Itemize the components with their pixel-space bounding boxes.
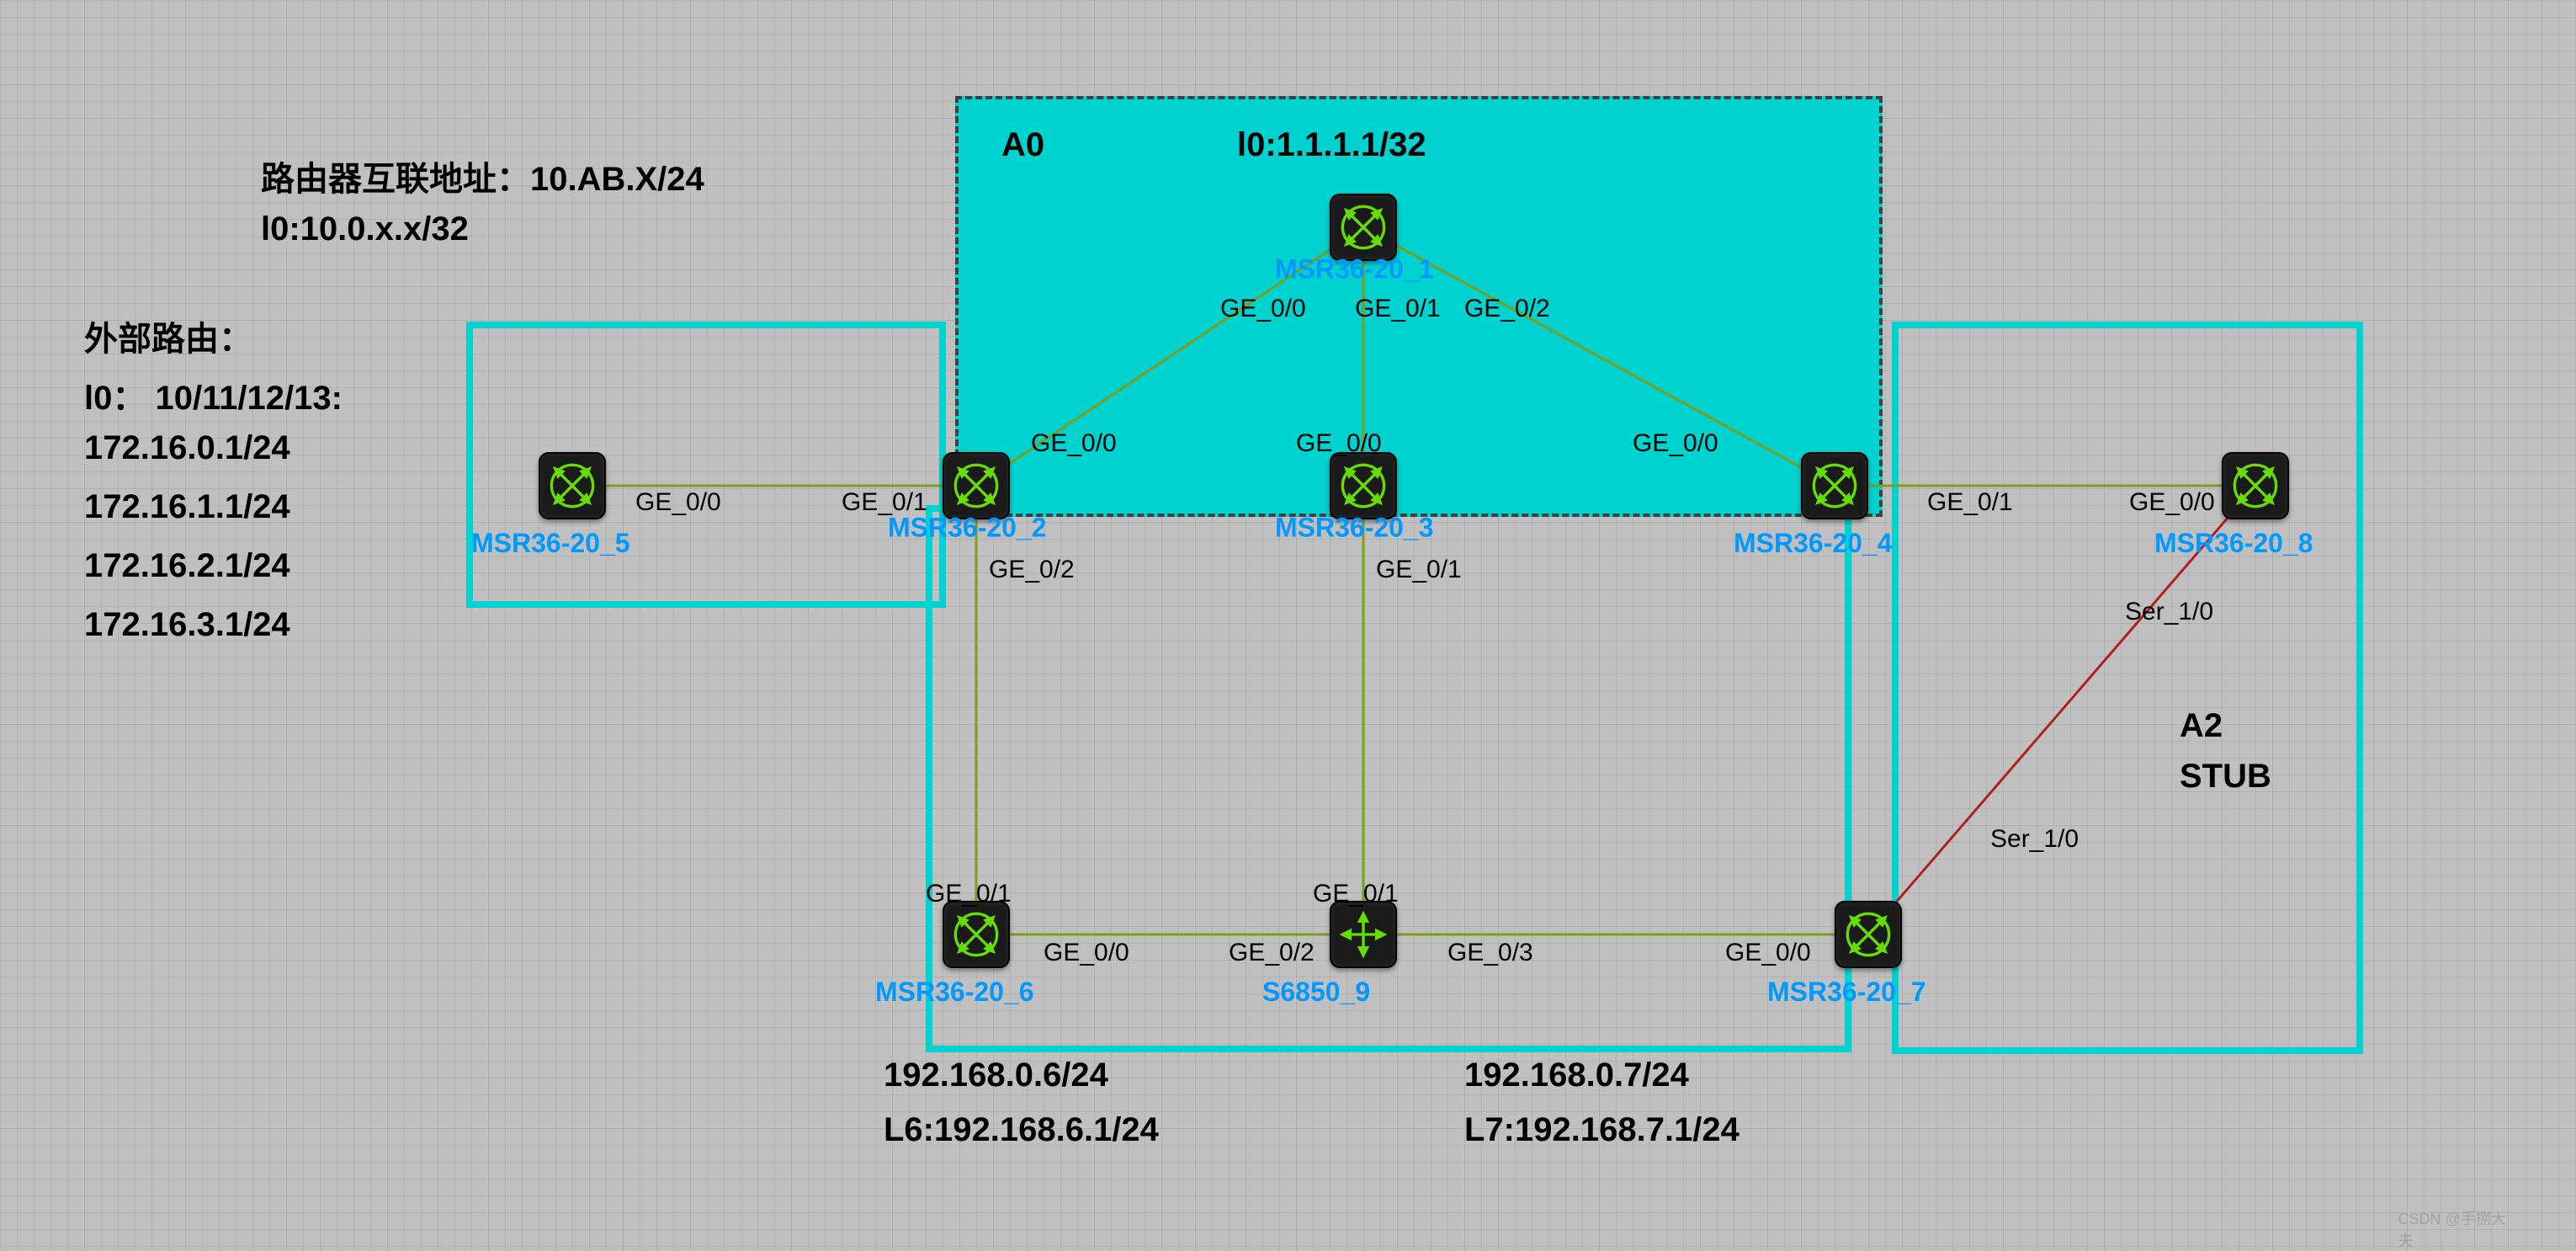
interface-label: GE_0/3: [1447, 939, 1533, 967]
interface-label: GE_0/0: [1296, 429, 1382, 458]
watermark: CSDN @手捌大 夫: [2398, 1207, 2517, 1251]
text-block: l0:1.1.1.1/32: [1237, 126, 1426, 164]
text-block: L7:192.168.7.1/24: [1464, 1111, 1739, 1149]
interface-label: GE_0/1: [1355, 295, 1441, 323]
device-label-s9: S6850_9: [1262, 977, 1370, 1008]
interface-label: GE_0/0: [1044, 939, 1129, 967]
text-block: l0： 10/11/12/13:: [84, 370, 343, 419]
interface-label: Ser_1/0: [1990, 825, 2079, 854]
device-r2[interactable]: [943, 452, 1010, 519]
device-label-r6: MSR36-20_6: [875, 977, 1034, 1008]
text-block: L6:192.168.6.1/24: [884, 1111, 1159, 1149]
interface-label: GE_0/1: [1927, 488, 2013, 517]
interface-label: GE_0/0: [1031, 429, 1117, 458]
text-block: 外部路由：: [84, 311, 252, 360]
device-label-r4: MSR36-20_4: [1734, 528, 1893, 559]
text-block: A0: [1001, 126, 1044, 164]
region-area-a2: [1892, 322, 2363, 1054]
interface-label: GE_0/1: [1376, 556, 1462, 584]
interface-label: GE_0/1: [926, 880, 1012, 908]
text-block: 172.16.0.1/24: [84, 429, 290, 467]
text-block: 172.16.1.1/24: [84, 488, 290, 526]
text-block: STUB: [2180, 758, 2271, 796]
interface-label: GE_0/2: [989, 556, 1075, 584]
device-r3[interactable]: [1330, 452, 1397, 519]
device-label-r3: MSR36-20_3: [1275, 513, 1434, 544]
text-block: 172.16.2.1/24: [84, 547, 290, 585]
interface-label: GE_0/0: [635, 488, 721, 517]
device-r1[interactable]: [1330, 194, 1397, 261]
device-s9[interactable]: [1330, 901, 1397, 968]
interface-label: GE_0/2: [1464, 295, 1550, 323]
text-block: 172.16.3.1/24: [84, 606, 290, 644]
region-area-mid: [926, 505, 1851, 1052]
text-block: A2: [2180, 707, 2223, 745]
device-label-r7: MSR36-20_7: [1767, 977, 1926, 1008]
device-label-r1: MSR36-20_1: [1275, 254, 1434, 285]
device-r8[interactable]: [2222, 452, 2289, 519]
device-r6[interactable]: [943, 901, 1010, 968]
device-r5[interactable]: [539, 452, 606, 519]
interface-label: GE_0/1: [842, 488, 927, 517]
text-block: l0:10.0.x.x/32: [261, 210, 469, 248]
interface-label: GE_0/2: [1229, 939, 1315, 967]
interface-label: Ser_1/0: [2125, 598, 2213, 626]
device-label-r2: MSR36-20_2: [888, 513, 1047, 544]
interface-label: GE_0/0: [1220, 295, 1306, 323]
interface-label: GE_0/0: [2129, 488, 2215, 517]
interface-label: GE_0/1: [1313, 880, 1399, 908]
interface-label: GE_0/0: [1725, 939, 1811, 967]
device-label-r8: MSR36-20_8: [2154, 528, 2313, 559]
text-block: 路由器互联地址：10.AB.X/24: [261, 152, 704, 200]
interface-label: GE_0/0: [1633, 429, 1718, 458]
text-block: 192.168.0.7/24: [1464, 1057, 1689, 1094]
device-r4[interactable]: [1801, 452, 1868, 519]
text-block: 192.168.0.6/24: [884, 1057, 1108, 1094]
device-label-r5: MSR36-20_5: [471, 528, 630, 559]
device-r7[interactable]: [1835, 901, 1902, 968]
